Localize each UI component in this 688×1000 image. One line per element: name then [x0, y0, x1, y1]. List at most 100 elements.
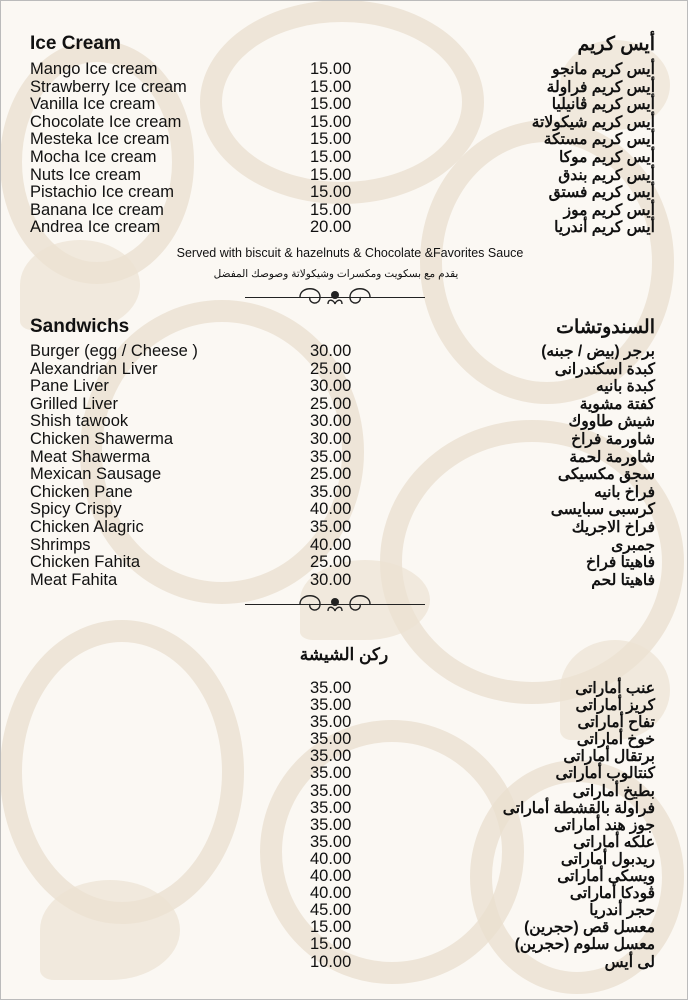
item-price: 35.00	[310, 798, 352, 817]
item-price: 35.00	[310, 832, 352, 851]
item-name-ar: فراخ الاجريك	[571, 518, 655, 536]
item-name-en: Meat Shawerma	[30, 447, 151, 466]
item-name-en: Shrimps	[30, 535, 91, 554]
item-name-ar: برجر (بيض / جبنه)	[541, 343, 655, 360]
item-name-en: Pane Liver	[30, 377, 109, 396]
item-name-en: Alexandrian Liver	[30, 359, 158, 378]
menu-item: 35.00 خوخ أماراتى	[0, 730, 688, 749]
menu-item: 35.00 علكه أماراتى	[0, 832, 688, 851]
item-price: 35.00	[310, 815, 352, 834]
item-name-ar: فراخ بانيه	[594, 483, 655, 501]
item-price: 15.00	[310, 60, 352, 78]
menu-item: 35.00 عنب أماراتى	[0, 679, 688, 697]
item-name-ar: أيس كريم مانجو	[552, 61, 655, 78]
item-price: 45.00	[310, 901, 352, 920]
item-name-en: Pistachio Ice cream	[30, 183, 174, 202]
item-name-ar: أيس كريم أندريا	[554, 219, 655, 237]
item-price: 15.00	[310, 130, 352, 149]
menu-item: Burger (egg / Cheese ) 30.00 برجر (بيض / ج…	[0, 342, 688, 361]
flourish-icon	[299, 595, 371, 612]
item-price: 35.00	[310, 696, 352, 715]
menu-item: Mexican Sausage 25.00 سجق مكسيكى	[0, 466, 688, 484]
item-name-ar: فاهيتا فراخ	[586, 554, 655, 572]
item-name-ar: شيش طاووك	[568, 413, 655, 431]
item-name-ar: أيس كريم موز	[563, 201, 655, 219]
item-name-ar: علكه أماراتى	[573, 833, 655, 851]
item-name-en: Spicy Crispy	[30, 500, 122, 519]
item-price: 15.00	[310, 918, 352, 937]
item-name-ar: معسل قص (حجرين)	[524, 919, 655, 937]
item-name-en: Mexican Sausage	[30, 465, 162, 484]
item-price: 25.00	[310, 394, 352, 413]
item-price: 15.00	[310, 147, 352, 166]
item-name-en: Mocha Ice cream	[30, 147, 157, 166]
item-price: 35.00	[310, 781, 352, 800]
menu-item: Pane Liver 30.00 كبدة بانيه	[0, 378, 688, 396]
item-name-ar: برتقال أماراتى	[563, 748, 655, 766]
item-name-ar: أيس كريم ڤانيليا	[551, 96, 655, 114]
item-name-ar: كبدة بانيه	[596, 378, 655, 396]
menu-item: Banana Ice cream 15.00 أيس كريم موز	[0, 201, 688, 220]
item-name-en: Shish tawook	[30, 412, 129, 431]
item-price: 35.00	[310, 517, 352, 536]
menu-item: Shrimps 40.00 جمبرى	[0, 535, 688, 555]
item-price: 15.00	[310, 165, 352, 184]
section-header: Sandwichs السندوتشات	[0, 316, 688, 342]
menu-item: 35.00 فراولة بالقشطة أماراتى	[0, 798, 688, 817]
item-name-en: Chicken Fahita	[30, 553, 141, 572]
menu-item: Vanilla Ice cream 15.00 أيس كريم ڤانيليا	[0, 96, 688, 114]
item-price: 40.00	[310, 849, 352, 868]
item-name-ar: كبدة اسكندرانى	[554, 360, 655, 378]
item-name-ar: بطيخ أماراتى	[572, 782, 655, 800]
item-price: 20.00	[310, 218, 352, 237]
menu-item: Nuts Ice cream 15.00 أيس كريم بندق	[0, 165, 688, 185]
menu-item: Meat Shawerma 35.00 شاورمة لحمة	[0, 447, 688, 467]
item-name-ar: معسل سلوم (حجرين)	[514, 936, 655, 954]
item-price: 15.00	[310, 935, 352, 954]
shisha-section: 35.00 عنب أماراتى 35.00 كريز أماراتى 35.00 تف…	[0, 679, 688, 971]
menu-item: Spicy Crispy 40.00 كرسبى سبايسى	[0, 501, 688, 519]
item-name-ar: شاورمة فراخ	[571, 430, 655, 448]
item-price: 35.00	[310, 482, 352, 501]
menu-item: 45.00 حجر أندريا	[0, 901, 688, 920]
item-name-ar: كفتة مشوية	[579, 395, 655, 413]
item-name-ar: أيس كريم مستكة	[543, 131, 655, 149]
item-name-ar: كرسبى سبايسى	[550, 501, 655, 519]
section-title-ar: أيس كريم	[577, 34, 655, 55]
item-name-ar: أيس كريم موكا	[559, 148, 655, 166]
item-name-en: Nuts Ice cream	[30, 165, 141, 184]
item-price: 30.00	[310, 570, 352, 589]
menu-item: Meat Fahita 30.00 فاهيتا لحم	[0, 570, 688, 590]
menu-item: Alexandrian Liver 25.00 كبدة اسكندرانى	[0, 359, 688, 379]
menu-item: 35.00 كريز أماراتى	[0, 696, 688, 715]
item-name-en: Strawberry Ice cream	[30, 77, 187, 96]
menu-item: 35.00 تفاح أماراتى	[0, 714, 688, 732]
item-price: 30.00	[310, 342, 352, 360]
item-price: 15.00	[310, 77, 352, 96]
section-title-en: Sandwichs	[30, 316, 130, 337]
item-name-ar: خوخ أماراتى	[576, 731, 655, 749]
item-price: 30.00	[310, 412, 352, 431]
item-name-en: Chicken Shawerma	[30, 429, 174, 448]
item-price: 30.00	[310, 377, 352, 396]
menu-item: Pistachio Ice cream 15.00 أيس كريم فستق	[0, 184, 688, 202]
item-name-ar: أيس كريم بندق	[558, 166, 655, 184]
menu-item: Chicken Fahita 25.00 فاهيتا فراخ	[0, 554, 688, 572]
ice-cream-section: Ice Cream أيس كريم Mango Ice cream 15.00 أ…	[0, 33, 688, 237]
item-name-en: Mesteka Ice cream	[30, 130, 170, 149]
menu-item: Mesteka Ice cream 15.00 أيس كريم مستكة	[0, 131, 688, 149]
menu-item: 40.00 ويسكى أماراتى	[0, 867, 688, 885]
menu-item: Andrea Ice cream 20.00 أيس كريم أندريا	[0, 219, 688, 237]
section-header: Ice Cream أيس كريم	[0, 33, 688, 59]
item-price: 40.00	[310, 884, 352, 903]
item-name-ar: أيس كريم شيكولاتة	[531, 113, 655, 131]
item-price: 15.00	[310, 95, 352, 114]
menu-item: 15.00 معسل قص (حجرين)	[0, 918, 688, 937]
item-name-ar: جوز هند أماراتى	[553, 816, 655, 834]
flourish-icon	[299, 288, 371, 305]
item-name-en: Vanilla Ice cream	[30, 95, 156, 114]
menu-item: Chicken Pane 35.00 فراخ بانيه	[0, 482, 688, 502]
item-name-ar: تفاح أماراتى	[577, 714, 655, 732]
item-price: 35.00	[310, 730, 352, 749]
